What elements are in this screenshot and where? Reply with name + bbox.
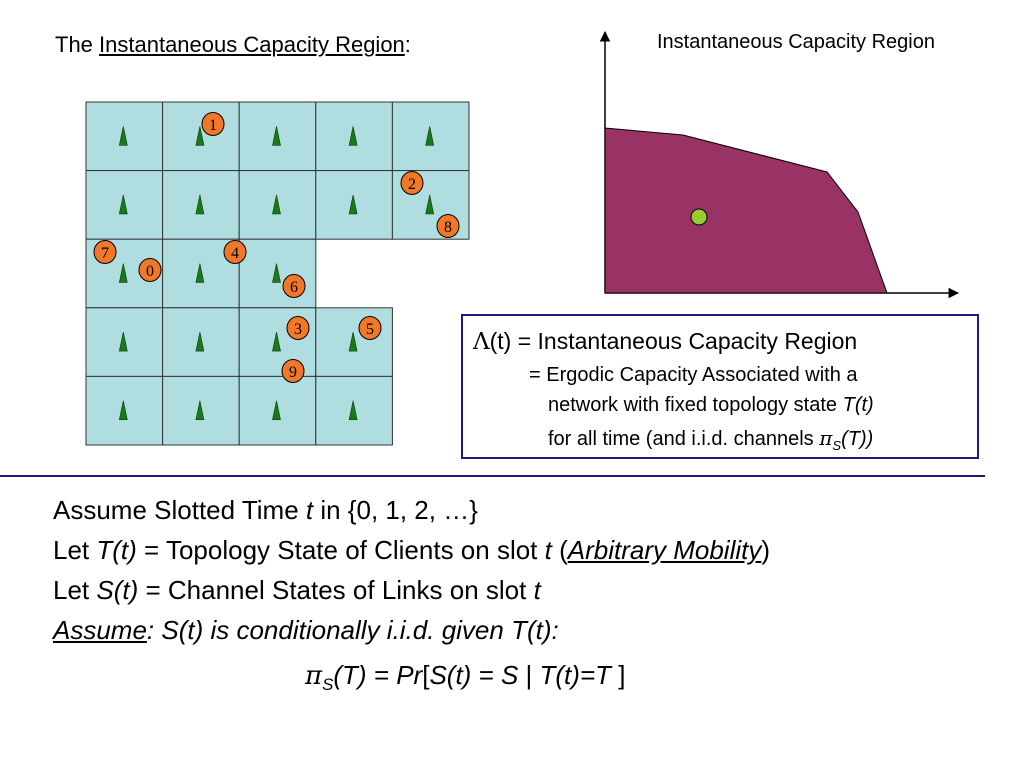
capacity-region [604,127,888,294]
tower-icon [272,194,281,215]
diagram-canvas: 0 1 2 3 4 5 6 7 8 9 [85,30,960,446]
client-node-label: 6 [290,279,298,296]
client-node-label: 0 [146,263,154,280]
definition-box: Λ(t) = Instantaneous Capacity Region = E… [461,314,979,459]
tower-icon [195,263,205,283]
tower-icon [195,400,205,421]
client-nodes: 0 1 2 3 4 5 6 7 8 9 [93,112,460,383]
bullet-topology-state: Let T(t) = Topology State of Clients on … [53,535,771,565]
tower-icon [195,194,205,215]
tower-icon [348,126,358,146]
client-node [93,240,117,264]
formula-pi: πS(T) = Pr[S(t) = S | T(t)=T ] [305,660,626,695]
tower-icon [195,126,205,146]
client-node-label: 2 [408,176,416,193]
tower-icon [348,194,358,215]
client-node [281,359,305,383]
client-node [436,214,460,238]
capacity-region-plot [599,30,960,299]
client-node [201,112,225,136]
bullet-channel-states: Let S(t) = Channel States of Links on sl… [53,575,541,605]
operating-point [690,208,708,226]
tower-icon [118,126,128,146]
client-node-label: 7 [101,245,109,262]
title-underlined: Instantaneous Capacity Region [99,32,405,57]
tower-icon [118,194,128,215]
tower-icon [348,332,358,352]
infobox-line-3: network with fixed topology state T(t) [548,394,874,416]
tower-icon [272,332,281,352]
client-node [358,316,382,340]
tower-markers [118,126,435,421]
client-node-label: 5 [366,321,374,338]
client-node-label: 9 [289,364,297,381]
client-node-label: 1 [209,117,217,134]
client-node-label: 3 [294,321,302,338]
bullet-slotted-time: Assume Slotted Time t in {0, 1, 2, …} [53,495,478,525]
client-node-label: 8 [444,219,452,236]
tower-icon [195,332,205,352]
tower-icon [272,126,281,146]
tower-icon [425,126,435,146]
client-node [223,240,247,264]
tower-icon [272,263,281,283]
infobox-line-2: = Ergodic Capacity Associated with a [529,364,858,386]
tower-icon [118,263,128,283]
capacity-region-label: Instantaneous Capacity Region [657,31,935,53]
client-node [400,171,424,195]
divider [0,475,985,477]
client-node [138,258,162,282]
page-title: The Instantaneous Capacity Region: [55,32,411,57]
tower-icon [348,400,358,421]
client-node-label: 4 [231,245,239,262]
tower-icon [118,400,128,421]
bullet-assume: Assume: S(t) is conditionally i.i.d. giv… [53,615,559,645]
tower-icon [272,400,281,421]
tower-icon [118,332,128,352]
infobox-line-4: for all time (and i.i.d. channels πS(T)) [548,426,874,453]
tower-icon [425,194,435,215]
infobox-line-1: Λ(t) = Instantaneous Capacity Region [473,328,858,355]
client-node [282,274,306,298]
client-node [286,316,310,340]
